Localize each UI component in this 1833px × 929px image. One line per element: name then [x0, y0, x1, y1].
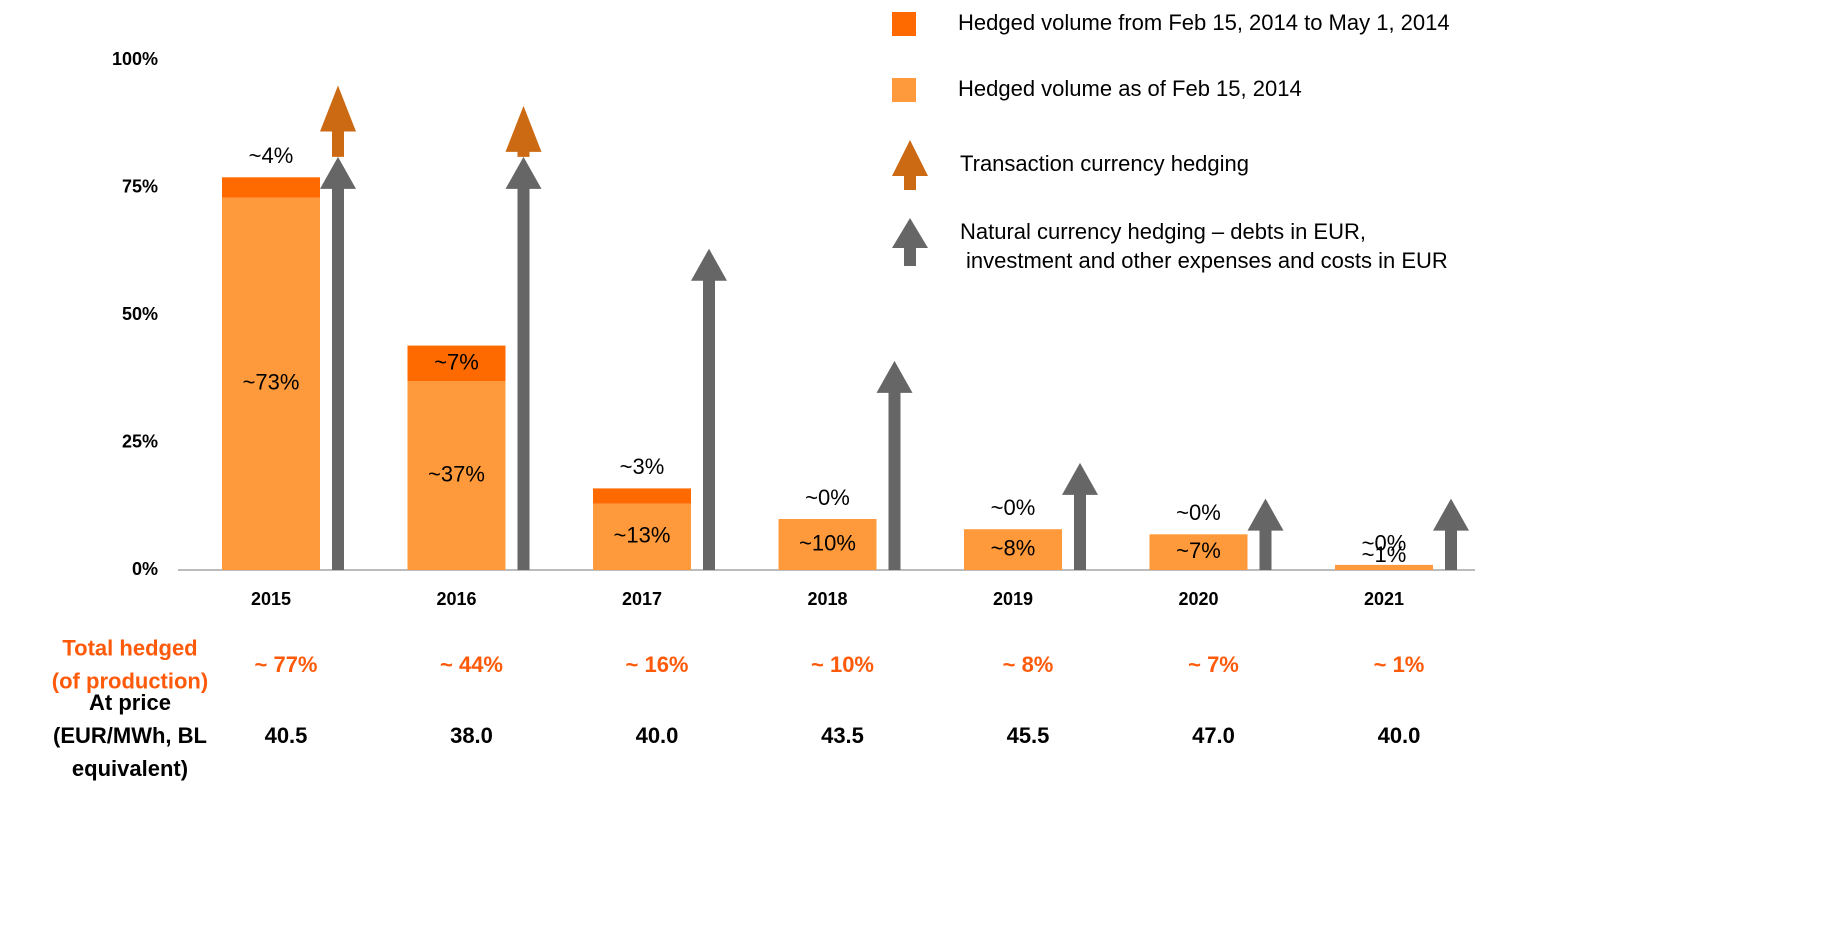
hedging-arrow	[1062, 462, 1098, 570]
data-label: ~8%	[991, 535, 1036, 560]
y-tick-label: 0%	[132, 559, 158, 579]
y-tick-label: 50%	[122, 304, 158, 324]
data-label: ~4%	[249, 143, 294, 168]
x-tick-label: 2018	[807, 589, 847, 609]
legend-label: investment and other expenses and costs …	[966, 248, 1448, 273]
row-value: ~ 16%	[626, 652, 689, 677]
bar-segment	[222, 197, 320, 570]
legend-label: Natural currency hedging – debts in EUR,	[960, 219, 1366, 244]
row-label: Total hedged	[62, 635, 197, 660]
x-tick-label: 2016	[436, 589, 476, 609]
bar-segment	[1335, 564, 1433, 570]
row-value: ~ 8%	[1003, 652, 1054, 677]
data-label: ~0%	[991, 495, 1036, 520]
row-value: 40.0	[636, 723, 679, 748]
data-label: ~73%	[243, 370, 300, 395]
row-value: ~ 7%	[1188, 652, 1239, 677]
row-value: ~ 44%	[440, 652, 503, 677]
bar-segment	[407, 345, 506, 382]
data-label: ~0%	[1362, 531, 1407, 556]
hedging-arrow	[1247, 498, 1284, 570]
row-value: ~ 77%	[255, 652, 318, 677]
row-label: equivalent)	[72, 756, 188, 781]
legend-swatch	[892, 12, 916, 36]
data-label: ~37%	[428, 461, 485, 486]
row-value: 38.0	[450, 723, 493, 748]
legend-label: Transaction currency hedging	[960, 151, 1249, 176]
legend-swatch	[892, 140, 928, 190]
row-value: ~ 10%	[811, 652, 874, 677]
row-value: 47.0	[1192, 723, 1235, 748]
y-tick-label: 100%	[112, 49, 158, 69]
bar-segment	[1149, 534, 1248, 570]
bar-segment	[222, 177, 320, 198]
data-label: ~0%	[805, 485, 850, 510]
legend-label: Hedged volume as of Feb 15, 2014	[958, 76, 1302, 101]
bar-segment	[593, 488, 691, 504]
row-value: 45.5	[1007, 723, 1050, 748]
row-label: At price	[89, 690, 171, 715]
y-tick-label: 25%	[122, 431, 158, 451]
data-label: ~7%	[1176, 538, 1221, 563]
hedging-arrow	[505, 105, 542, 157]
x-tick-label: 2015	[251, 589, 291, 609]
row-value: 40.5	[265, 723, 308, 748]
bar-segment	[964, 529, 1062, 570]
hedging-arrow	[1433, 498, 1469, 570]
row-value: ~ 1%	[1374, 652, 1425, 677]
x-tick-label: 2019	[993, 589, 1033, 609]
y-tick-label: 75%	[122, 176, 158, 196]
data-label: ~0%	[1176, 500, 1221, 525]
data-label: ~3%	[620, 454, 665, 479]
row-value: 43.5	[821, 723, 864, 748]
hedging-arrow	[691, 248, 727, 570]
row-label: (EUR/MWh, BL	[53, 723, 207, 748]
legend-swatch	[892, 218, 928, 266]
legend-label: Hedged volume from Feb 15, 2014 to May 1…	[958, 10, 1450, 35]
hedging-arrow	[320, 85, 356, 157]
hedging-arrow	[876, 360, 913, 570]
row-value: 40.0	[1378, 723, 1421, 748]
data-label: ~7%	[434, 349, 479, 374]
bar-segment	[407, 381, 506, 570]
bar-segment	[778, 519, 877, 570]
data-label: ~1%	[1362, 542, 1407, 567]
x-tick-label: 2017	[622, 589, 662, 609]
hedging-arrow	[320, 156, 356, 570]
x-tick-label: 2021	[1364, 589, 1404, 609]
hedging-arrow	[505, 156, 542, 570]
data-label: ~10%	[799, 530, 856, 555]
data-label: ~13%	[614, 523, 671, 548]
bar-segment	[593, 503, 691, 570]
row-label: (of production)	[52, 668, 208, 693]
legend-swatch	[892, 78, 916, 102]
x-tick-label: 2020	[1178, 589, 1218, 609]
